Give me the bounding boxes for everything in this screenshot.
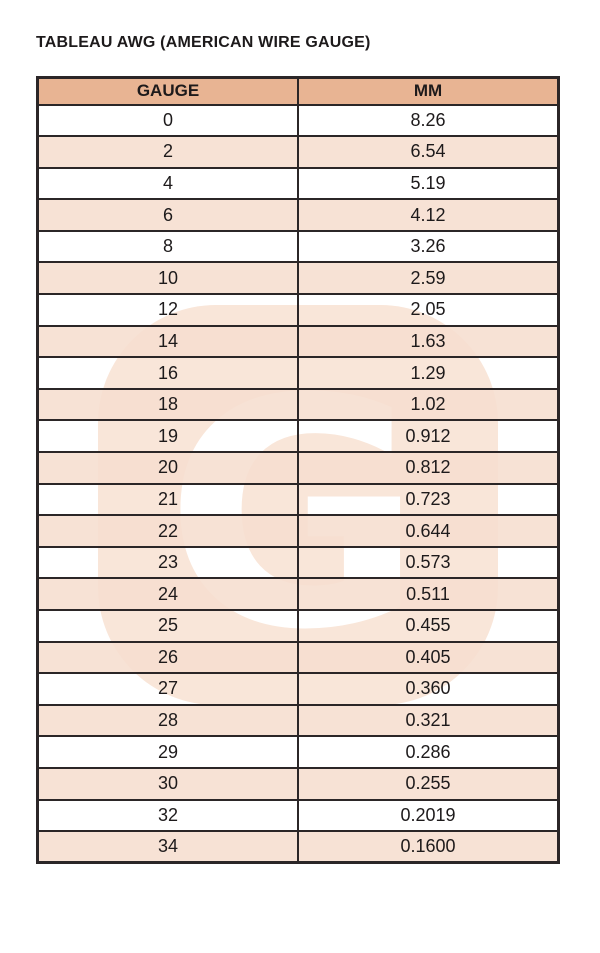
table-row: 8 3.26 xyxy=(36,229,560,264)
mm-cell: 0.321 xyxy=(297,703,560,738)
gauge-cell: 28 xyxy=(36,703,299,738)
mm-cell: 0.511 xyxy=(297,577,560,611)
table-row: 21 0.723 xyxy=(36,482,560,517)
mm-cell: 6.54 xyxy=(297,135,560,169)
gauge-cell: 21 xyxy=(36,482,299,517)
mm-cell: 1.63 xyxy=(297,324,560,359)
gauge-cell: 32 xyxy=(36,798,299,833)
table-body: 0 8.26 2 6.54 4 5.19 6 4.12 8 3.26 10 2.59 12 2.05 14 1… xyxy=(36,103,560,864)
table-row: 18 1.02 xyxy=(36,387,560,422)
page-title: TABLEAU AWG (AMERICAN WIRE GAUGE) xyxy=(36,34,371,51)
table-row: 10 2.59 xyxy=(36,261,560,296)
awg-table: GAUGE MM 0 8.26 2 6.54 4 5.19 6 4.12 8 3.26 10 2.59… xyxy=(36,76,560,865)
mm-cell: 5.19 xyxy=(297,166,560,201)
mm-cell: 0.723 xyxy=(297,482,560,517)
gauge-cell: 2 xyxy=(36,135,299,169)
gauge-cell: 16 xyxy=(36,356,299,390)
mm-cell: 0.812 xyxy=(297,451,560,485)
table-row: 23 0.573 xyxy=(36,545,560,580)
gauge-cell: 10 xyxy=(36,261,299,296)
table-row: 14 1.63 xyxy=(36,324,560,359)
gauge-cell: 29 xyxy=(36,735,299,769)
table-row: 12 2.05 xyxy=(36,293,560,327)
gauge-cell: 27 xyxy=(36,672,299,706)
gauge-cell: 14 xyxy=(36,324,299,359)
gauge-cell: 30 xyxy=(36,766,299,801)
mm-cell: 0.912 xyxy=(297,419,560,454)
table-row: 30 0.255 xyxy=(36,766,560,801)
table-container: G GAUGE MM 0 8.26 2 6.54 4 5.19 6 4.12 8 3.26 10 2.… xyxy=(36,76,560,914)
mm-cell: 0.455 xyxy=(297,609,560,643)
mm-cell: 4.12 xyxy=(297,198,560,232)
table-row: 6 4.12 xyxy=(36,198,560,232)
table-row: 29 0.286 xyxy=(36,735,560,769)
gauge-cell: 4 xyxy=(36,166,299,201)
table-row: 32 0.2019 xyxy=(36,798,560,833)
table-row: 28 0.321 xyxy=(36,703,560,738)
gauge-cell: 26 xyxy=(36,640,299,675)
gauge-cell: 6 xyxy=(36,198,299,232)
gauge-cell: 34 xyxy=(36,830,299,864)
gauge-cell: 19 xyxy=(36,419,299,454)
table-row: 4 5.19 xyxy=(36,166,560,201)
mm-cell: 2.05 xyxy=(297,293,560,327)
gauge-cell: 12 xyxy=(36,293,299,327)
gauge-cell: 22 xyxy=(36,514,299,548)
table-row: 34 0.1600 xyxy=(36,830,560,864)
gauge-cell: 24 xyxy=(36,577,299,611)
column-header-gauge: GAUGE xyxy=(36,76,299,106)
table-row: 26 0.405 xyxy=(36,640,560,675)
gauge-cell: 0 xyxy=(36,103,299,138)
table-row: 27 0.360 xyxy=(36,672,560,706)
mm-cell: 0.255 xyxy=(297,766,560,801)
header-row: GAUGE MM xyxy=(36,76,560,106)
gauge-cell: 25 xyxy=(36,609,299,643)
mm-cell: 2.59 xyxy=(297,261,560,296)
gauge-cell: 23 xyxy=(36,545,299,580)
table-row: 25 0.455 xyxy=(36,609,560,643)
mm-cell: 3.26 xyxy=(297,229,560,264)
table-row: 2 6.54 xyxy=(36,135,560,169)
mm-cell: 0.286 xyxy=(297,735,560,769)
mm-cell: 0.644 xyxy=(297,514,560,548)
gauge-cell: 20 xyxy=(36,451,299,485)
mm-cell: 0.2019 xyxy=(297,798,560,833)
mm-cell: 1.29 xyxy=(297,356,560,390)
table-row: 22 0.644 xyxy=(36,514,560,548)
mm-cell: 0.405 xyxy=(297,640,560,675)
mm-cell: 0.360 xyxy=(297,672,560,706)
table-header: GAUGE MM xyxy=(36,76,560,106)
table-row: 0 8.26 xyxy=(36,103,560,138)
column-header-mm: MM xyxy=(297,76,560,106)
mm-cell: 1.02 xyxy=(297,387,560,422)
mm-cell: 0.573 xyxy=(297,545,560,580)
table-row: 20 0.812 xyxy=(36,451,560,485)
mm-cell: 0.1600 xyxy=(297,830,560,864)
table-row: 16 1.29 xyxy=(36,356,560,390)
gauge-cell: 8 xyxy=(36,229,299,264)
gauge-cell: 18 xyxy=(36,387,299,422)
table-row: 19 0.912 xyxy=(36,419,560,454)
mm-cell: 8.26 xyxy=(297,103,560,138)
table-row: 24 0.511 xyxy=(36,577,560,611)
